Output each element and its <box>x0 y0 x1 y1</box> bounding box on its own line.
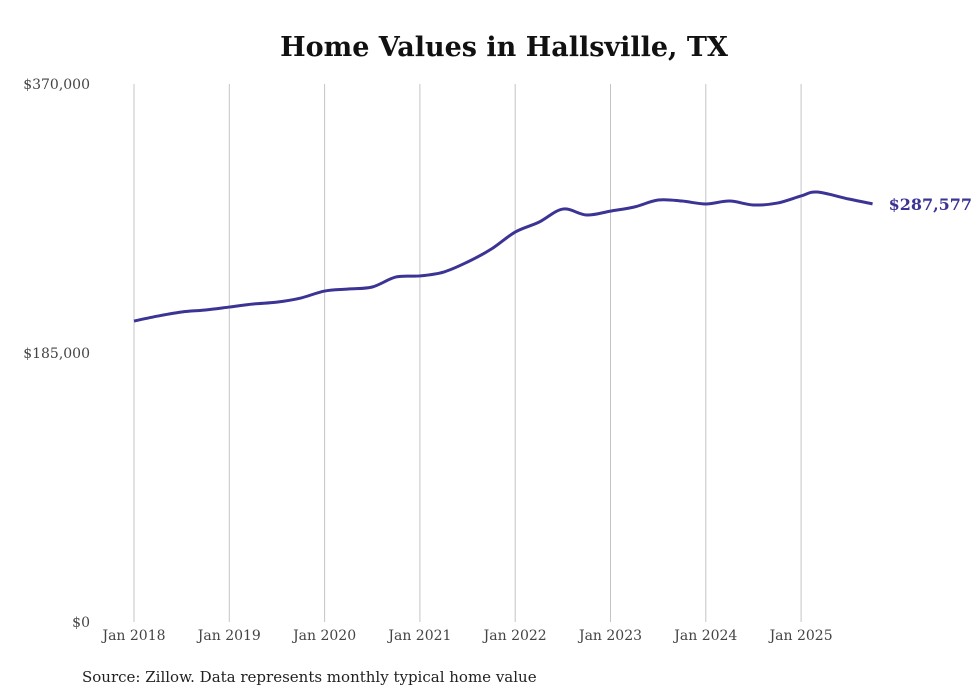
x-tick-label: Jan 2023 <box>577 628 642 644</box>
chart-title: Home Values in Hallsville, TX <box>280 32 728 63</box>
x-tick-label: Jan 2019 <box>196 628 261 644</box>
y-tick-label: $370,000 <box>23 77 90 93</box>
x-tick-label: Jan 2020 <box>291 628 356 644</box>
y-tick-label: $0 <box>72 615 90 631</box>
x-tick-label: Jan 2018 <box>100 628 165 644</box>
y-tick-label: $185,000 <box>23 346 90 362</box>
home-value-line <box>133 190 873 323</box>
end-value-label: $287,577 <box>889 195 973 214</box>
x-tick-label: Jan 2025 <box>768 628 833 644</box>
source-note: Source: Zillow. Data represents monthly … <box>82 668 537 686</box>
x-tick-label: Jan 2022 <box>482 628 547 644</box>
x-tick-label: Jan 2021 <box>386 628 451 644</box>
x-tick-label: Jan 2024 <box>672 628 737 644</box>
